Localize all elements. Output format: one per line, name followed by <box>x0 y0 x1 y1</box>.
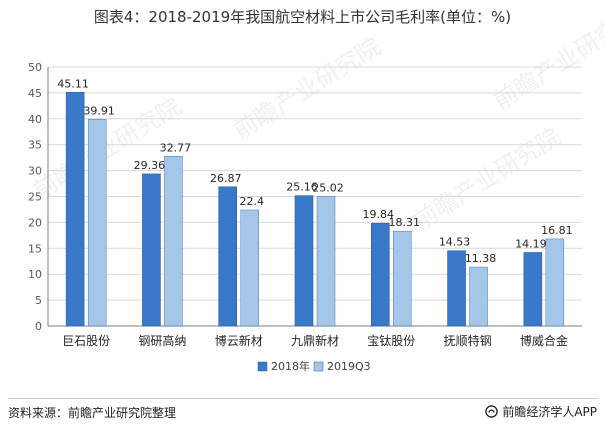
data-label: 45.11 <box>57 77 89 90</box>
y-tick-label: 45 <box>28 87 42 100</box>
x-category-label: 博云新材 <box>215 333 263 348</box>
chart-title: 图表4：2018-2019年我国航空材料上市公司毛利率(单位：%) <box>93 8 512 26</box>
bar-2018 <box>447 250 466 327</box>
bar-2019q3 <box>545 238 565 327</box>
bar-2019q3 <box>164 156 183 327</box>
y-tick-label: 15 <box>28 242 42 255</box>
data-label: 39.91 <box>83 104 115 117</box>
data-label: 19.84 <box>363 208 395 221</box>
y-tick-label: 30 <box>28 165 42 178</box>
bar-2018 <box>523 252 543 327</box>
x-category-label: 巨石股份 <box>62 334 110 348</box>
watermark-text: 前瞻产业研究院 <box>488 2 605 115</box>
watermark-text: 前瞻产业研究院 <box>228 32 385 145</box>
data-label: 16.81 <box>541 224 573 237</box>
data-label: 11.38 <box>465 252 497 265</box>
legend: 2018年 2019Q3 <box>257 359 371 373</box>
legend-label: 2018年 <box>271 359 310 373</box>
watermark-text: 前瞻产业研究院 <box>408 122 565 235</box>
data-label: 18.31 <box>389 216 421 229</box>
data-label: 26.87 <box>210 172 242 185</box>
bar-2019q3 <box>316 196 336 327</box>
bar-2019q3 <box>87 119 107 327</box>
y-tick-label: 0 <box>35 320 42 333</box>
data-label: 25.02 <box>312 181 344 194</box>
data-label: 29.36 <box>134 159 166 172</box>
brand-logo-icon <box>485 405 499 418</box>
data-label: 14.19 <box>515 237 547 250</box>
x-category-label: 钢研高纳 <box>138 333 186 348</box>
bar-2018 <box>142 173 161 327</box>
bar-2019q3 <box>240 209 259 327</box>
legend-swatch <box>313 361 324 372</box>
x-category-label: 抚顺特钢 <box>444 333 492 348</box>
y-tick-label: 35 <box>28 139 42 152</box>
x-category-label: 宝钛股份 <box>367 333 415 348</box>
bar-2018 <box>294 195 314 327</box>
x-category-label: 九鼎新材 <box>291 333 339 348</box>
brand-credit: 前瞻经济学人APP <box>485 403 597 420</box>
y-tick-label: 5 <box>35 294 42 307</box>
legend-label: 2019Q3 <box>327 360 371 373</box>
bar-2018 <box>218 186 238 327</box>
bar-2019q3 <box>469 266 488 327</box>
y-tick-label: 10 <box>28 268 42 281</box>
footer-divider <box>8 398 598 399</box>
legend-swatch <box>257 361 268 372</box>
y-tick-label: 50 <box>28 61 42 74</box>
y-tick-label: 25 <box>28 191 42 204</box>
brand-name: 前瞻经济学人APP <box>502 405 597 419</box>
source-note: 资料来源：前瞻产业研究院整理 <box>8 406 177 420</box>
data-label: 25.16 <box>286 181 318 194</box>
bar-chart: 前瞻产业研究院前瞻产业研究院前瞻产业研究院前瞻产业研究院051015202530… <box>28 2 605 373</box>
bar-2019q3 <box>393 230 412 327</box>
bar-2018 <box>65 92 85 327</box>
data-label: 32.77 <box>160 141 192 154</box>
data-label: 22.4 <box>239 195 264 208</box>
y-tick-label: 20 <box>28 216 42 229</box>
y-tick-label: 40 <box>28 113 42 126</box>
x-category-label: 博威合金 <box>520 333 568 348</box>
data-label: 14.53 <box>439 236 471 249</box>
bar-2018 <box>370 222 390 327</box>
